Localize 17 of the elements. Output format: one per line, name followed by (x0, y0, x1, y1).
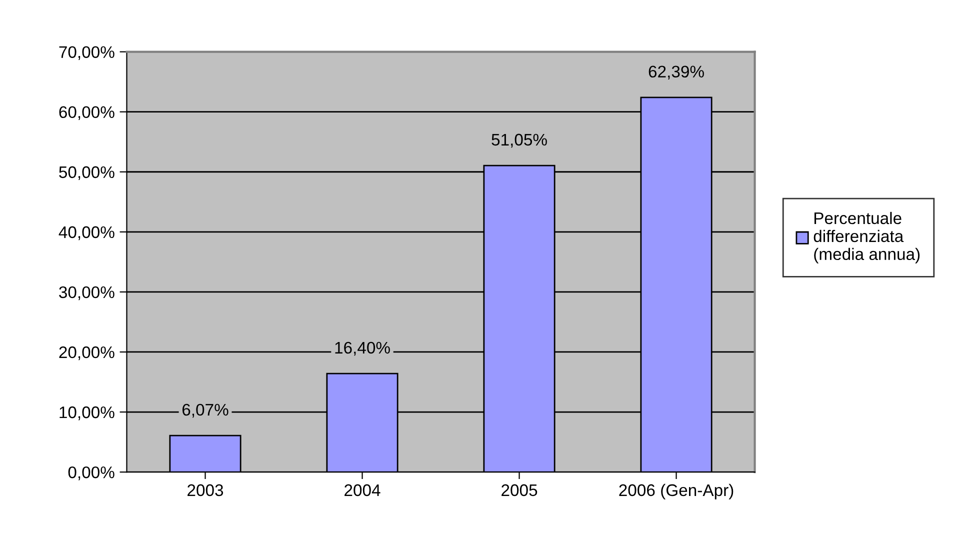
data-label: 62,39% (648, 66, 704, 80)
x-tick-label: 2005 (502, 484, 538, 496)
y-tick-label: 20,00% (59, 346, 114, 360)
y-tick-label: 0,00% (68, 466, 114, 480)
x-tick-label: 2003 (188, 484, 224, 496)
y-tick-label: 50,00% (59, 166, 114, 180)
legend-label: Percentuale differenziata (media annua) (814, 212, 920, 264)
data-label: 51,05% (492, 134, 547, 148)
y-tick-label: 60,00% (59, 106, 114, 120)
x-tick-label: 2006 (Gen-Apr) (619, 484, 734, 500)
data-label: 16,40% (335, 342, 390, 356)
data-label: 6,07% (182, 404, 228, 418)
y-tick-label: 40,00% (58, 226, 114, 240)
x-tick-label: 2004 (344, 484, 380, 496)
y-tick-label: 30,00% (59, 286, 114, 300)
y-tick-label: 10,00% (60, 406, 114, 420)
y-tick-label: 70,00% (59, 46, 114, 60)
